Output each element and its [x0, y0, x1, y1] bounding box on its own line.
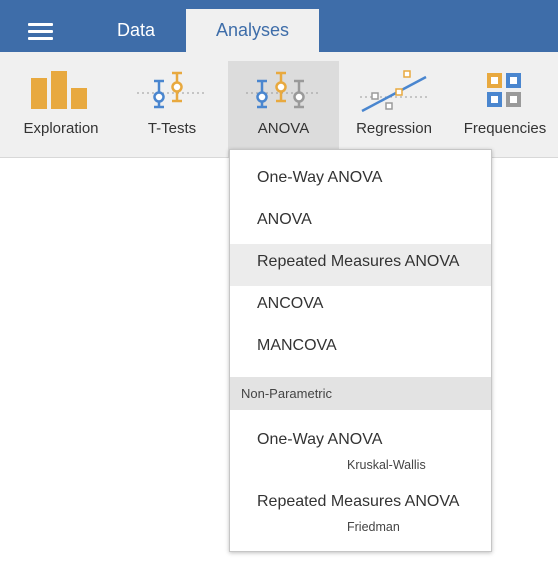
anova-button[interactable]: ANOVA: [228, 61, 339, 157]
menu-item-label: ANCOVA: [257, 295, 324, 312]
exploration-bar-chart-icon: [31, 71, 87, 109]
frequencies-grid-icon: [487, 73, 521, 107]
menu-item-repeated-measures-anova[interactable]: Repeated Measures ANOVA: [230, 244, 491, 286]
exploration-label: Exploration: [23, 120, 99, 137]
frequencies-button[interactable]: Frequencies: [455, 61, 555, 157]
menu-item-sublabel: Friedman: [347, 520, 400, 534]
menu-item-label: One-Way ANOVA: [257, 169, 383, 186]
anova-icon: [246, 71, 321, 109]
menu-item-ancova[interactable]: ANCOVA: [230, 286, 491, 328]
menu-item-mancova[interactable]: MANCOVA: [230, 328, 491, 370]
section-header-non-parametric: Non-Parametric: [230, 377, 491, 410]
menu-item-label: One-Way ANOVA: [257, 431, 383, 448]
regression-label: Regression: [356, 120, 432, 137]
section-label: Non-Parametric: [241, 386, 333, 401]
menu-item-label: Repeated Measures ANOVA: [257, 493, 460, 510]
regression-icon: [360, 70, 428, 113]
analyses-ribbon: Exploration T-Tests: [0, 52, 558, 158]
menu-item-friedman[interactable]: Repeated Measures ANOVA Friedman: [230, 484, 491, 542]
menu-item-one-way-anova[interactable]: One-Way ANOVA: [230, 160, 491, 202]
menu-item-label: MANCOVA: [257, 337, 337, 354]
tab-data[interactable]: Data: [116, 20, 156, 40]
ttests-button[interactable]: T-Tests: [122, 61, 222, 157]
tab-analyses[interactable]: Analyses: [186, 9, 319, 52]
anova-dropdown-menu: One-Way ANOVA ANOVA Repeated Measures AN…: [229, 149, 492, 552]
regression-button[interactable]: Regression: [344, 61, 444, 157]
menu-item-label: ANOVA: [257, 211, 312, 228]
menu-item-anova[interactable]: ANOVA: [230, 202, 491, 244]
ttests-icon: [137, 71, 207, 109]
ttests-label: T-Tests: [147, 120, 197, 137]
menu-item-sublabel: Kruskal-Wallis: [347, 458, 426, 472]
frequencies-label: Frequencies: [463, 120, 547, 137]
anova-label: ANOVA: [257, 120, 310, 137]
top-bar: Data Analyses: [0, 0, 558, 52]
menu-item-label: Repeated Measures ANOVA: [257, 253, 460, 270]
hamburger-menu-icon[interactable]: [28, 23, 53, 41]
exploration-button[interactable]: Exploration: [10, 61, 112, 157]
menu-item-kruskal-wallis[interactable]: One-Way ANOVA Kruskal-Wallis: [230, 422, 491, 480]
